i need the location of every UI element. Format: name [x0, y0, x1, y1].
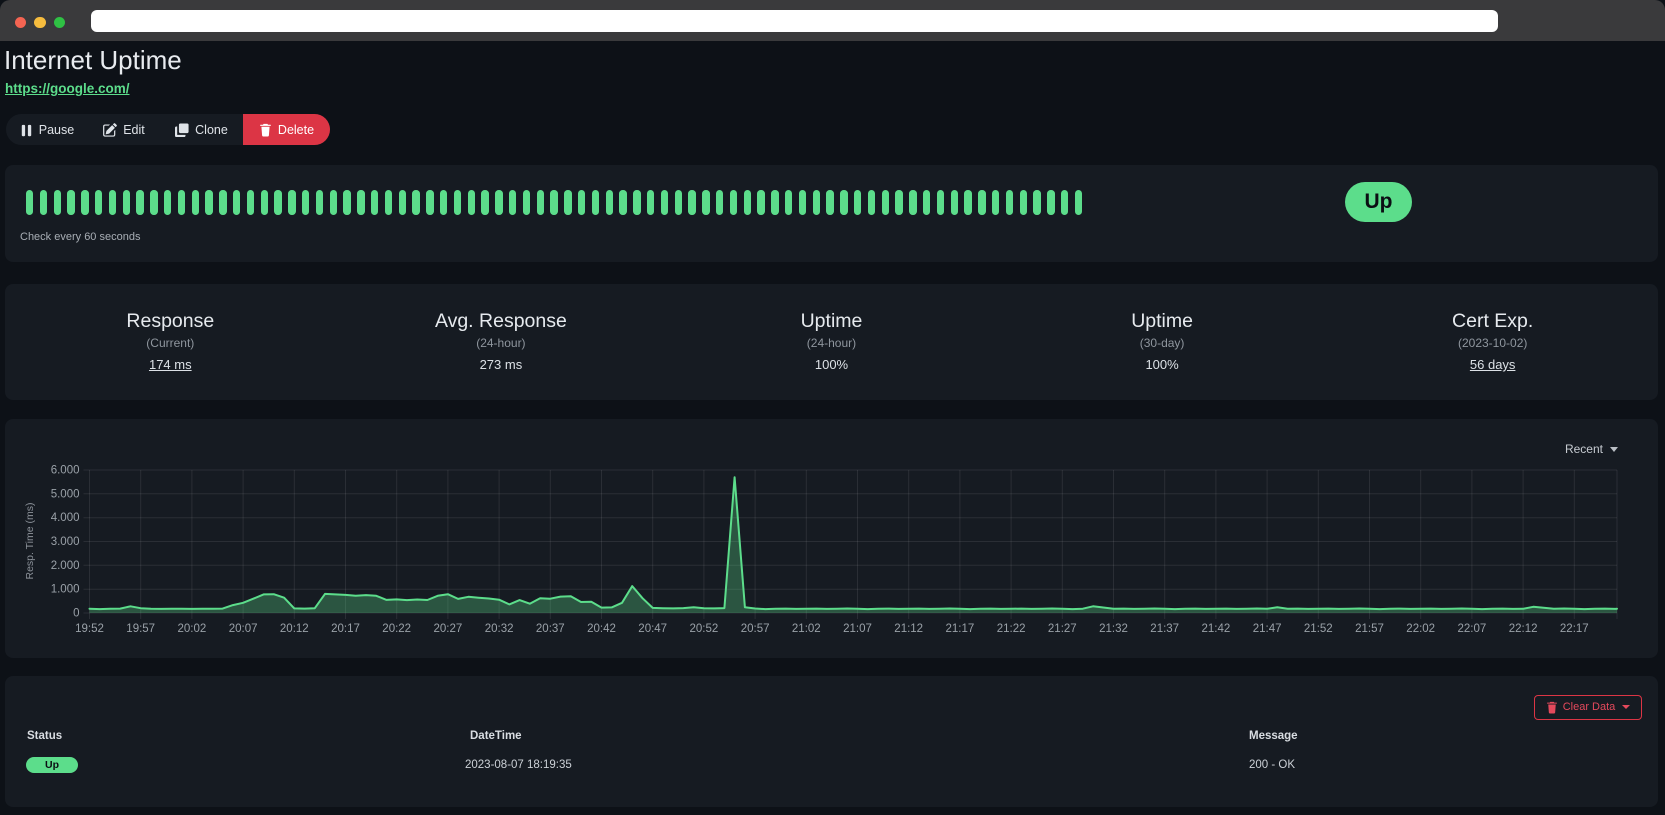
- svg-text:21:12: 21:12: [894, 623, 923, 635]
- svg-text:20:42: 20:42: [587, 623, 616, 635]
- svg-text:Resp. Time (ms): Resp. Time (ms): [24, 502, 36, 579]
- svg-text:20:57: 20:57: [741, 623, 770, 635]
- svg-text:20:47: 20:47: [638, 623, 667, 635]
- svg-text:21:57: 21:57: [1355, 623, 1384, 635]
- svg-text:1.000: 1.000: [51, 584, 80, 596]
- svg-text:21:07: 21:07: [843, 623, 872, 635]
- svg-text:20:12: 20:12: [280, 623, 309, 635]
- svg-text:21:37: 21:37: [1150, 623, 1179, 635]
- svg-text:6.000: 6.000: [51, 465, 80, 477]
- svg-text:22:02: 22:02: [1406, 623, 1435, 635]
- svg-text:22:17: 22:17: [1560, 623, 1589, 635]
- svg-text:21:17: 21:17: [946, 623, 975, 635]
- svg-text:21:52: 21:52: [1304, 623, 1333, 635]
- svg-text:19:57: 19:57: [126, 623, 155, 635]
- svg-text:4.000: 4.000: [51, 512, 80, 524]
- svg-text:20:52: 20:52: [690, 623, 719, 635]
- svg-text:20:37: 20:37: [536, 623, 565, 635]
- svg-text:22:07: 22:07: [1458, 623, 1487, 635]
- svg-text:0: 0: [73, 608, 79, 620]
- svg-text:21:47: 21:47: [1253, 623, 1282, 635]
- svg-text:20:02: 20:02: [178, 623, 207, 635]
- svg-text:21:32: 21:32: [1099, 623, 1128, 635]
- svg-text:21:27: 21:27: [1048, 623, 1077, 635]
- svg-text:21:42: 21:42: [1202, 623, 1231, 635]
- svg-text:21:22: 21:22: [997, 623, 1026, 635]
- svg-text:22:12: 22:12: [1509, 623, 1538, 635]
- svg-text:20:17: 20:17: [331, 623, 360, 635]
- svg-text:2.000: 2.000: [51, 560, 80, 572]
- svg-text:20:32: 20:32: [485, 623, 514, 635]
- svg-text:21:02: 21:02: [792, 623, 821, 635]
- svg-text:20:27: 20:27: [434, 623, 463, 635]
- svg-text:5.000: 5.000: [51, 488, 80, 500]
- svg-text:3.000: 3.000: [51, 536, 80, 548]
- svg-text:20:07: 20:07: [229, 623, 258, 635]
- svg-text:19:52: 19:52: [75, 623, 104, 635]
- svg-text:20:22: 20:22: [382, 623, 411, 635]
